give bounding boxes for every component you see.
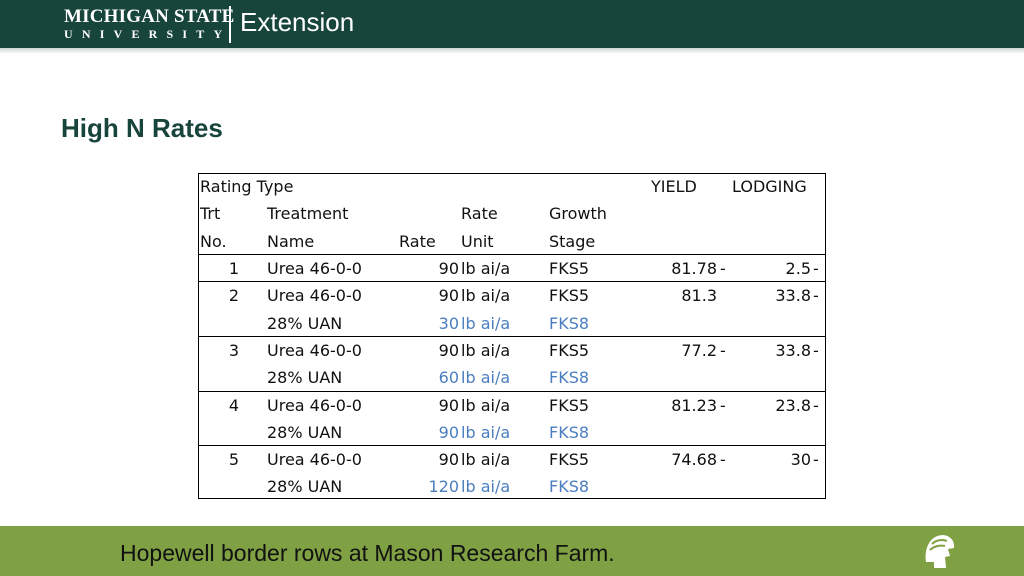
growth-stage: FKS5: [549, 259, 590, 278]
yield-value: 81.23: [671, 395, 717, 415]
header-cell: Treatment: [267, 204, 349, 223]
lodging-dash: -: [813, 286, 819, 306]
header-cell: Rate: [461, 204, 498, 223]
yield-value: 81.3: [681, 286, 717, 306]
rate-value: 90: [438, 422, 459, 442]
data-table: Rating Type YIELD LODGING Trt Treatment Rate G…: [198, 173, 826, 499]
rate-unit: lb ai/a: [461, 477, 511, 497]
growth-stage: FKS8: [549, 477, 590, 497]
logo-extension: Extension: [240, 7, 355, 37]
treatment-name: Urea 46-0-0: [267, 340, 362, 360]
rate-value: 90: [438, 395, 459, 415]
row-divider: [199, 391, 825, 392]
rate-value: 90: [438, 259, 459, 278]
rate-unit: lb ai/a: [461, 259, 511, 278]
logo-university: UNIVERSITY: [64, 27, 232, 41]
header-cell: Trt: [200, 204, 221, 223]
treatment-name: Urea 46-0-0: [267, 395, 362, 415]
yield-dash: -: [720, 259, 726, 278]
trt-number: 4: [228, 395, 239, 415]
rate-value: 90: [438, 286, 459, 306]
lodging-value: 33.8: [775, 340, 811, 360]
header-cell: Stage: [549, 232, 596, 251]
growth-stage: FKS8: [549, 368, 590, 388]
lodging-value: 30: [790, 450, 811, 470]
treatment-name: Urea 46-0-0: [267, 286, 362, 306]
header-cell: Unit: [461, 232, 494, 251]
footer-bar: [0, 526, 1024, 576]
rate-value: 90: [438, 340, 459, 360]
yield-value: 74.68: [671, 450, 717, 470]
rate-unit: lb ai/a: [461, 422, 511, 442]
treatment-name: 28% UAN: [267, 368, 343, 388]
rate-unit: lb ai/a: [461, 368, 511, 388]
logo-michigan-state: MICHIGAN STATE: [64, 6, 235, 27]
lodging-value: 33.8: [775, 286, 811, 306]
footer-caption: Hopewell border rows at Mason Research F…: [120, 540, 615, 566]
row-divider: [199, 281, 825, 282]
yield-value: 81.78: [671, 259, 717, 278]
header-cell: YIELD: [651, 177, 697, 196]
header-cell: Rate: [399, 232, 436, 251]
trt-number: 5: [228, 450, 239, 470]
header-shadow: [0, 48, 1024, 54]
rate-value: 90: [438, 450, 459, 470]
growth-stage: FKS5: [549, 340, 590, 360]
header-cell: Name: [267, 232, 315, 251]
header-divider: [199, 254, 825, 255]
lodging-dash: -: [813, 259, 819, 278]
row-divider: [199, 445, 825, 446]
rate-value: 120: [428, 477, 459, 497]
slide-title: High N Rates: [61, 113, 223, 143]
growth-stage: FKS8: [549, 422, 590, 442]
trt-number: 1: [228, 259, 239, 278]
yield-dash: -: [720, 395, 726, 415]
yield-value: 77.2: [681, 340, 717, 360]
treatment-name: 28% UAN: [267, 477, 343, 497]
lodging-value: 2.5: [785, 259, 811, 278]
yield-dash: -: [720, 340, 726, 360]
lodging-value: 23.8: [775, 395, 811, 415]
growth-stage: FKS8: [549, 313, 590, 333]
rate-unit: lb ai/a: [461, 286, 511, 306]
header-cell: LODGING: [732, 177, 807, 196]
lodging-dash: -: [813, 395, 819, 415]
header-bar: [0, 0, 1024, 48]
growth-stage: FKS5: [549, 450, 590, 470]
yield-dash: -: [720, 450, 726, 470]
rate-value: 60: [438, 368, 459, 388]
rate-value: 30: [438, 313, 459, 333]
trt-number: 3: [228, 340, 239, 360]
row-divider: [199, 336, 825, 337]
lodging-dash: -: [813, 340, 819, 360]
header-cell: Rating Type: [200, 177, 294, 196]
treatment-name: Urea 46-0-0: [267, 259, 362, 278]
header-cell: Growth: [549, 204, 607, 223]
rate-unit: lb ai/a: [461, 340, 511, 360]
treatment-name: Urea 46-0-0: [267, 450, 362, 470]
logo-divider: [229, 6, 231, 43]
header-cell: No.: [200, 232, 227, 251]
rate-unit: lb ai/a: [461, 313, 511, 333]
rate-unit: lb ai/a: [461, 395, 511, 415]
treatment-name: 28% UAN: [267, 422, 343, 442]
growth-stage: FKS5: [549, 286, 590, 306]
spartan-helmet-icon: [925, 535, 955, 568]
rate-unit: lb ai/a: [461, 450, 511, 470]
growth-stage: FKS5: [549, 395, 590, 415]
trt-number: 2: [228, 286, 239, 306]
treatment-name: 28% UAN: [267, 313, 343, 333]
lodging-dash: -: [813, 450, 819, 470]
